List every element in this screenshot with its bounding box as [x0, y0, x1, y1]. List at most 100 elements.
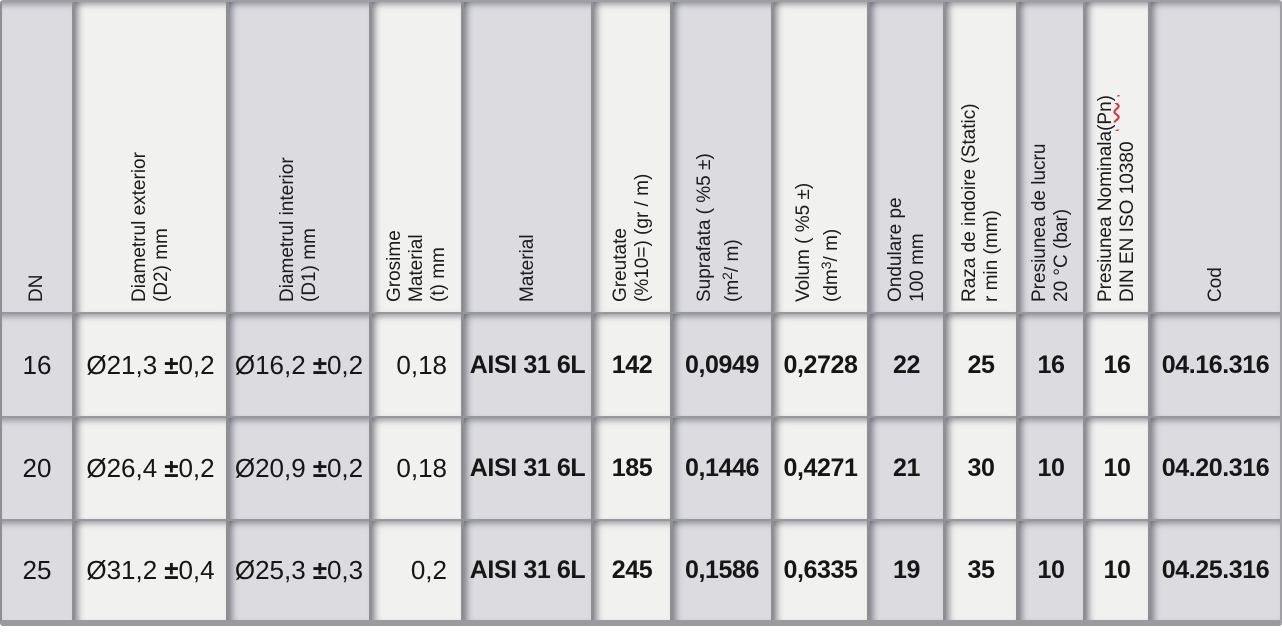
header-label: (%10=) (gr / m) [632, 173, 653, 302]
cell-suprafata: 0,0949 [670, 312, 771, 416]
cell-raza: 25 [943, 312, 1016, 416]
cell-suprafata: 0,1586 [670, 519, 771, 620]
value: 10 [1103, 556, 1131, 584]
value: Ø26,4 [86, 453, 158, 483]
value: 185 [611, 454, 653, 482]
value: 0,6335 [783, 556, 858, 584]
cell-diametrul-interior: Ø25,3 ±0,3 [226, 519, 369, 620]
value: 10 [1037, 454, 1065, 482]
value: AISI 31 6L [469, 454, 586, 482]
value: AISI 31 6L [469, 350, 586, 379]
header-grosime-material: Grosime Material (t) mm [369, 2, 461, 312]
header-ondulare: Ondulare pe 100 mm [867, 2, 943, 312]
cell-greutate: 245 [591, 519, 670, 620]
cell-raza: 30 [943, 416, 1016, 519]
header-label: Ondulare pe [884, 197, 906, 302]
value: 30 [967, 454, 995, 482]
cell-volum: 0,4271 [771, 416, 867, 519]
value: 0,18 [396, 453, 447, 483]
value: 16 [1103, 350, 1131, 379]
value: Ø25,3 [234, 555, 306, 585]
plus-minus: ± [164, 349, 179, 380]
cell-grosime: 0,2 [369, 519, 461, 620]
header-label: Greutate [610, 228, 631, 302]
cell-ondulare: 19 [867, 519, 943, 620]
value: 10 [1037, 556, 1065, 584]
value: 245 [611, 556, 653, 584]
cell-presiunea-lucru: 10 [1016, 519, 1083, 620]
cell-grosime: 0,18 [369, 312, 461, 416]
cell-diametrul-interior: Ø16,2 ±0,2 [226, 312, 369, 416]
value: 0,2 [410, 555, 447, 585]
value: 16 [1037, 350, 1065, 379]
header-label: Diametrul exterior [128, 152, 150, 302]
cell-dn: 16 [2, 312, 72, 416]
header-label-part: Presiunea Nominala [1095, 130, 1116, 302]
unit-pre: (m [722, 279, 743, 302]
tolerance: 0,3 [326, 555, 364, 585]
value: 0,2728 [783, 350, 858, 379]
header-material: Material [461, 2, 591, 312]
header-label: Material [405, 234, 427, 302]
header-label: Cod [1204, 267, 1226, 302]
unit-pre: (dm [820, 269, 842, 302]
cell-cod: 04.16.316 [1148, 312, 1280, 416]
cell-presiunea-nominala: 10 [1083, 519, 1148, 620]
plus-minus: ± [312, 555, 327, 585]
value: 10 [1103, 454, 1131, 482]
value: AISI 31 6L [469, 556, 586, 584]
tolerance: 0,4 [178, 555, 215, 585]
value: 20 [22, 453, 52, 483]
value: Ø31,2 [86, 555, 158, 585]
header-label: Suprafata ( %5 ±) [694, 153, 715, 302]
tolerance: 0,2 [178, 349, 215, 380]
cell-cod: 04.25.316 [1148, 519, 1280, 620]
header-unit: (m2/ m) [716, 10, 744, 302]
header-label: r min (mm) [981, 210, 1002, 302]
header-greutate: Greutate (%10=) (gr / m) [591, 2, 670, 312]
value: 142 [611, 350, 653, 379]
cell-dn: 20 [2, 416, 72, 519]
header-label: Presiunea Nominala(Pn) [1095, 10, 1117, 302]
cell-presiunea-nominala: 10 [1083, 416, 1148, 519]
plus-minus: ± [164, 555, 179, 585]
cell-ondulare: 22 [867, 312, 943, 416]
value: 25 [967, 350, 995, 379]
value: 21 [892, 454, 920, 482]
unit-sup: 2 [719, 272, 735, 280]
header-label: Material [516, 234, 538, 302]
value: Ø21,3 [86, 349, 158, 380]
cell-material: AISI 31 6L [461, 416, 591, 519]
unit-sup: 3 [817, 261, 834, 270]
header-label: (D2) mm [150, 228, 172, 302]
header-suprafata: Suprafata ( %5 ±) (m2/ m) [670, 2, 771, 312]
cell-grosime: 0,18 [369, 416, 461, 519]
header-label: Raza de indoire (Static) [959, 103, 980, 302]
tolerance: 0,2 [326, 453, 364, 483]
value: 22 [892, 350, 920, 379]
value: 0,0949 [684, 350, 760, 379]
header-cod: Cod [1148, 2, 1280, 312]
tolerance: 0,2 [178, 453, 215, 483]
header-label: Volum ( %5 ±) [792, 182, 814, 302]
header-dn: DN [2, 2, 72, 312]
cell-diametrul-interior: Ø20,9 ±0,2 [226, 416, 369, 519]
value: 0,1446 [684, 454, 760, 482]
cell-material: AISI 31 6L [461, 519, 591, 620]
value: 04.20.316 [1161, 454, 1270, 482]
cell-raza: 35 [943, 519, 1016, 620]
tolerance: 0,2 [326, 349, 364, 380]
header-dn-label: DN [26, 274, 47, 302]
cell-volum: 0,2728 [771, 312, 867, 416]
cell-ondulare: 21 [867, 416, 943, 519]
value: Ø16,2 [234, 349, 306, 380]
plus-minus: ± [312, 453, 327, 483]
header-label: DIN EN ISO 10380 [1117, 141, 1138, 302]
header-label: (t) mm [427, 247, 449, 302]
header-diametrul-exterior: Diametrul exterior (D2) mm [72, 2, 226, 312]
cell-diametrul-exterior: Ø31,2 ±0,4 [72, 519, 226, 620]
header-diametrul-interior: Diametrul interior (D1) mm [226, 2, 369, 312]
spellcheck-underlined-text: (Pn) [1095, 95, 1116, 131]
value: 0,18 [396, 349, 447, 380]
